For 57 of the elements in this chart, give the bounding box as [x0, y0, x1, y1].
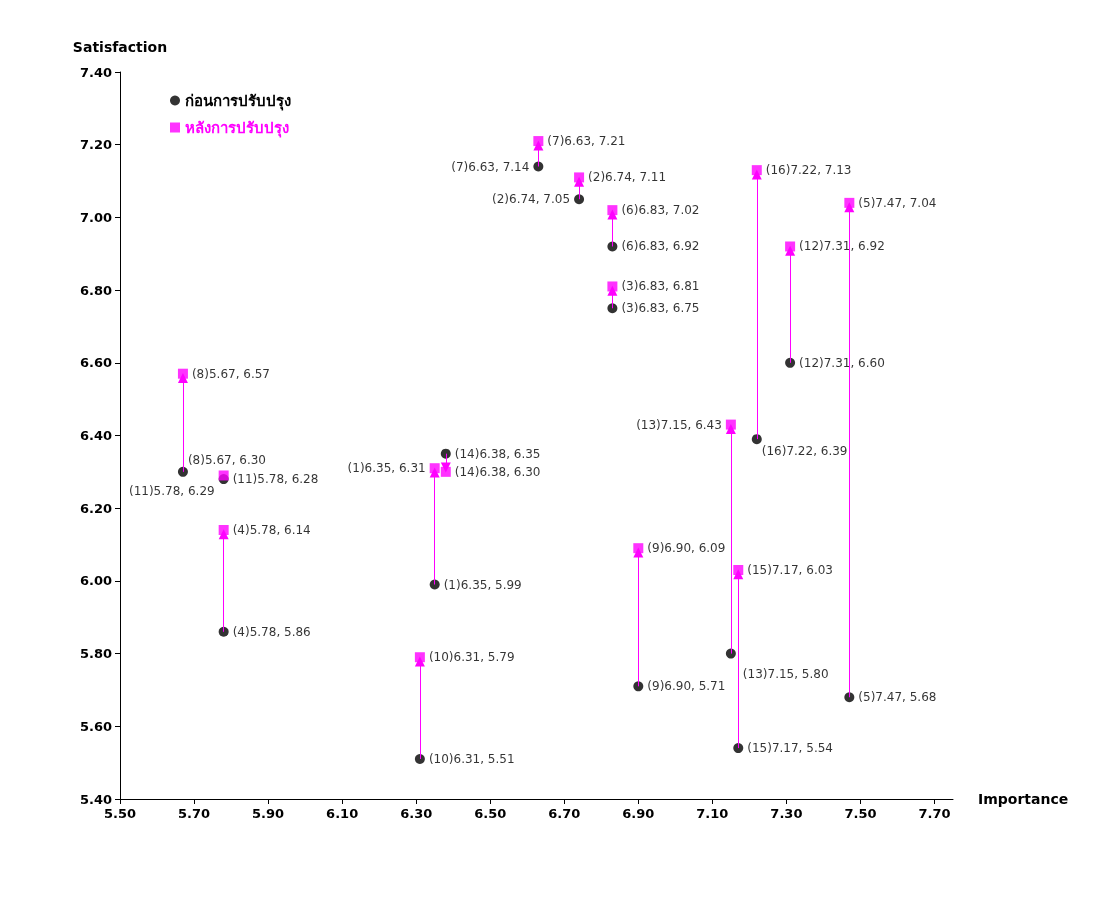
data-label: (5)7.47, 5.68 — [858, 690, 937, 705]
data-label: (15)7.17, 5.54 — [747, 741, 833, 756]
x-tick-label: 6.90 — [622, 806, 655, 821]
data-label: (16)7.22, 6.39 — [761, 444, 848, 459]
x-tick-label: 6.30 — [400, 806, 433, 821]
x-tick-label: 6.50 — [474, 806, 507, 821]
data-label: (3)6.83, 6.81 — [621, 279, 700, 294]
data-label: (10)6.31, 5.79 — [428, 650, 515, 665]
data-label: (2)6.74, 7.11 — [588, 170, 667, 185]
data-label: (13)7.15, 5.80 — [742, 666, 829, 681]
x-axis-title: Importance — [978, 791, 1069, 807]
data-label: (2)6.74, 7.05 — [492, 192, 571, 207]
x-tick-label: 7.50 — [844, 806, 877, 821]
data-label: (6)6.83, 7.02 — [621, 203, 700, 218]
y-tick-label: 6.80 — [79, 282, 112, 298]
y-tick-label: 5.60 — [79, 718, 112, 734]
data-label: (11)5.78, 6.28 — [232, 472, 319, 487]
y-tick-label: 6.20 — [79, 500, 112, 516]
y-tick-label: 5.80 — [79, 646, 112, 662]
y-tick-label: 6.60 — [79, 355, 112, 371]
x-tick-label: 5.90 — [252, 806, 285, 821]
data-label: (16)7.22, 7.13 — [765, 163, 852, 178]
data-label: (4)5.78, 5.86 — [232, 624, 311, 639]
data-label: (14)6.38, 6.30 — [454, 464, 541, 479]
data-label: (11)5.78, 6.29 — [128, 484, 215, 499]
y-tick-label: 6.40 — [79, 428, 112, 443]
x-tick-label: 6.70 — [548, 806, 581, 821]
x-tick-label: 7.10 — [696, 806, 729, 821]
data-label: (7)6.63, 7.14 — [451, 159, 530, 174]
data-label: (1)6.35, 6.31 — [347, 461, 426, 476]
data-label: (9)6.90, 6.09 — [647, 541, 726, 556]
data-label: (9)6.90, 5.71 — [647, 679, 726, 694]
x-tick-label: 6.10 — [326, 806, 359, 821]
data-label: (14)6.38, 6.35 — [454, 446, 541, 461]
y-tick-label: 6.00 — [79, 573, 112, 589]
y-tick-label: 7.20 — [79, 137, 112, 153]
data-label: (5)7.47, 7.04 — [858, 195, 937, 210]
x-tick-label: 7.70 — [918, 806, 951, 821]
y-tick-label: 5.40 — [79, 791, 112, 807]
x-tick-label: 5.50 — [103, 806, 137, 821]
data-label: (1)6.35, 5.99 — [443, 577, 522, 592]
data-label: (10)6.31, 5.51 — [428, 752, 515, 767]
data-label: (13)7.15, 6.43 — [636, 417, 722, 432]
data-label: (3)6.83, 6.75 — [621, 301, 700, 316]
data-label: (15)7.17, 6.03 — [747, 562, 833, 577]
y-axis-title: Satisfaction — [72, 39, 168, 55]
y-tick-label: 7.00 — [79, 209, 112, 225]
data-label: (8)5.67, 6.57 — [191, 366, 271, 381]
x-tick-label: 5.70 — [178, 806, 211, 821]
legend-label: หลังการปรับปรุง — [185, 118, 289, 138]
data-label: (6)6.83, 6.92 — [621, 239, 700, 254]
data-label: (8)5.67, 6.30 — [187, 452, 267, 467]
data-label: (7)6.63, 7.21 — [547, 134, 626, 149]
x-tick-label: 7.30 — [770, 806, 803, 821]
y-tick-label: 7.40 — [79, 64, 112, 80]
legend-label: ก่อนการปรับปรุง — [185, 91, 291, 111]
data-label: (4)5.78, 6.14 — [232, 523, 311, 538]
